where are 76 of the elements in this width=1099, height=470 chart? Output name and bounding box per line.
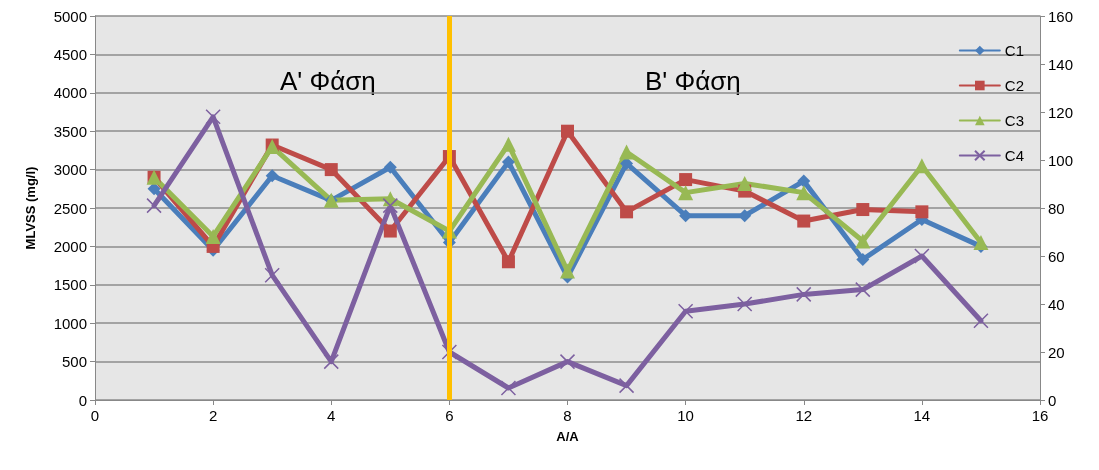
x-tick-label: 10 (677, 407, 694, 424)
y2-tick-label: 0 (1048, 391, 1057, 409)
point (914, 158, 930, 174)
point (324, 163, 338, 177)
y-tick-label: 4500 (53, 45, 87, 63)
y2-tick-label: 100 (1048, 151, 1074, 169)
point (501, 155, 515, 169)
point (736, 296, 753, 312)
y-tick-label: 3000 (53, 161, 87, 179)
point (856, 203, 870, 217)
point (679, 173, 693, 187)
y2-tick-label: 140 (1048, 55, 1074, 73)
point (738, 209, 752, 223)
y2-tick-label: 60 (1048, 247, 1065, 265)
point (856, 252, 870, 266)
x-tick-label: 14 (913, 407, 931, 424)
annotation: B' Φάση (645, 66, 741, 96)
y-tick-label: 1500 (53, 276, 87, 294)
point (973, 235, 989, 251)
point (973, 313, 989, 329)
point (618, 377, 635, 394)
point (501, 255, 515, 269)
legend-label: C2 (1004, 77, 1025, 94)
y2-tick-label: 40 (1048, 295, 1065, 313)
point (383, 160, 397, 174)
y-tick-label: 4000 (53, 84, 87, 102)
y-tick-label: 500 (61, 353, 87, 371)
x-tick-label: 12 (795, 407, 813, 424)
point (383, 224, 397, 238)
point (382, 197, 399, 214)
point (678, 185, 694, 201)
x-axis-title: A/A (556, 429, 580, 444)
point (560, 263, 575, 279)
point (559, 353, 576, 370)
point (855, 281, 871, 298)
y2-tick-label: 20 (1048, 343, 1065, 361)
y-tick-label: 3500 (53, 122, 87, 140)
point (441, 344, 458, 360)
point (796, 286, 812, 303)
y-tick-label: 5000 (53, 7, 87, 25)
point (855, 233, 871, 249)
x-tick-label: 8 (563, 407, 572, 424)
point (264, 267, 280, 283)
point (619, 144, 635, 160)
y-tick-label: 0 (78, 391, 87, 409)
x-tick-label: 16 (1031, 407, 1049, 424)
point (796, 185, 812, 201)
point (500, 136, 516, 152)
y2-tick-label: 80 (1048, 199, 1065, 217)
y-axis-title: MLVSS (mg/l) (23, 166, 38, 250)
y-tick-label: 2000 (53, 237, 87, 255)
legend-label: C1 (1004, 42, 1025, 59)
x-tick-label: 4 (327, 407, 336, 424)
y-tick-label: 2500 (53, 199, 87, 217)
annotation: A' Φάση (280, 66, 376, 96)
point (797, 174, 811, 188)
x-tick-label: 0 (90, 407, 100, 424)
x-tick-label: 2 (208, 407, 218, 424)
y2-tick-label: 160 (1048, 7, 1074, 25)
point (265, 169, 279, 183)
point (205, 228, 221, 244)
point (146, 197, 162, 214)
y2-tick-label: 120 (1048, 103, 1074, 121)
point (620, 205, 634, 219)
legend-label: C4 (1004, 147, 1025, 164)
y-tick-label: 1000 (53, 314, 87, 332)
legend-label: C3 (1004, 112, 1025, 129)
point (677, 303, 694, 319)
point (205, 109, 221, 125)
point (737, 175, 753, 191)
point (323, 353, 339, 370)
point (561, 124, 574, 138)
x-tick-label: 6 (445, 407, 454, 424)
point (797, 214, 811, 228)
point (500, 380, 517, 396)
point (915, 205, 929, 219)
